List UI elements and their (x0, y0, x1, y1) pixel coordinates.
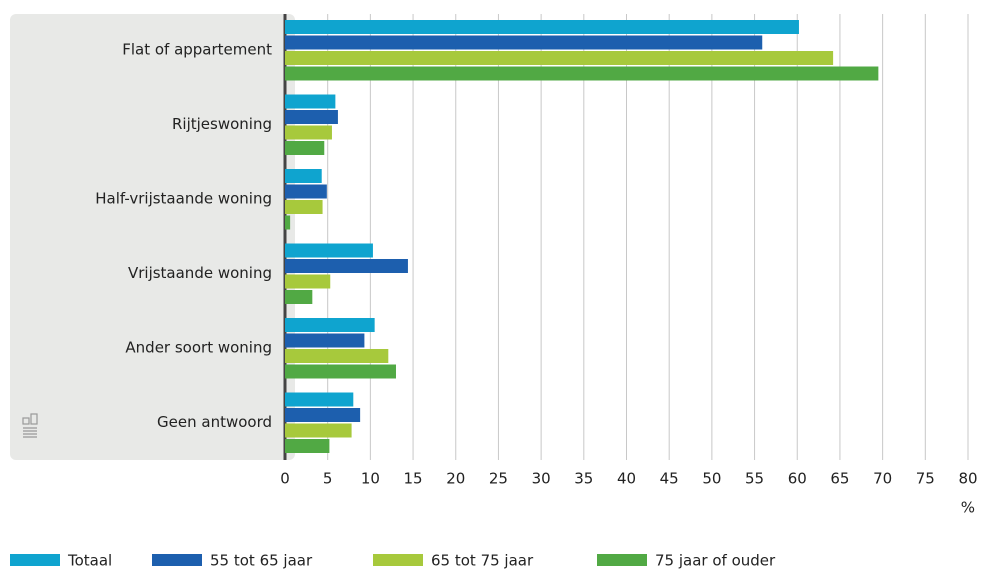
y-tick-label: Geen antwoord (157, 413, 272, 431)
x-tick-label: 75 (916, 470, 935, 488)
bar (285, 274, 331, 289)
x-tick-label: 50 (702, 470, 721, 488)
x-tick-label: 60 (788, 470, 807, 488)
bar (285, 215, 291, 230)
bar (285, 243, 373, 258)
x-tick-label: 40 (617, 470, 636, 488)
bar (285, 66, 879, 81)
y-tick-label: Half-vrijstaande woning (95, 190, 272, 208)
legend-swatch (152, 554, 202, 566)
bar (285, 51, 834, 65)
x-tick-label: 20 (446, 470, 465, 488)
bar (285, 408, 361, 422)
label-panel (10, 14, 295, 460)
x-tick-label: 70 (873, 470, 892, 488)
bar (285, 439, 330, 453)
legend-label: 65 tot 75 jaar (431, 552, 534, 570)
x-tick-label: 45 (660, 470, 679, 488)
bar (285, 349, 389, 363)
bar (285, 200, 323, 214)
legend-swatch (373, 554, 423, 566)
x-tick-label: 0 (280, 470, 290, 488)
x-tick-label: 30 (532, 470, 551, 488)
legend-swatch (597, 554, 647, 566)
bar (285, 141, 325, 155)
y-tick-label: Vrijstaande woning (128, 264, 272, 282)
x-tick-label: 55 (745, 470, 764, 488)
legend-label: Totaal (67, 552, 112, 570)
legend-swatch (10, 554, 60, 566)
bar (285, 125, 332, 140)
x-tick-label: 10 (361, 470, 380, 488)
x-tick-label: 65 (830, 470, 849, 488)
x-tick-label: 5 (323, 470, 333, 488)
x-axis-label: % (961, 499, 975, 517)
legend-label: 75 jaar of ouder (655, 552, 776, 570)
logo (22, 413, 38, 438)
x-tick-label: 35 (574, 470, 593, 488)
x-tick-label: 25 (489, 470, 508, 488)
bar (285, 259, 408, 273)
bar (285, 169, 322, 183)
bar (285, 364, 396, 379)
bar (285, 94, 336, 109)
bar (285, 392, 354, 407)
bar (285, 110, 338, 124)
y-tick-label: Ander soort woning (125, 339, 272, 357)
bar (285, 318, 375, 332)
bar (285, 290, 313, 304)
y-tick-label: Rijtjeswoning (172, 115, 272, 133)
bar (285, 184, 327, 199)
bar (285, 35, 763, 50)
x-tick-label: 15 (404, 470, 423, 488)
x-tick-label: 80 (958, 470, 977, 488)
bar (285, 333, 365, 348)
legend-label: 55 tot 65 jaar (210, 552, 313, 570)
y-tick-label: Flat of appartement (122, 41, 272, 59)
bar (285, 20, 799, 34)
bar (285, 423, 352, 438)
